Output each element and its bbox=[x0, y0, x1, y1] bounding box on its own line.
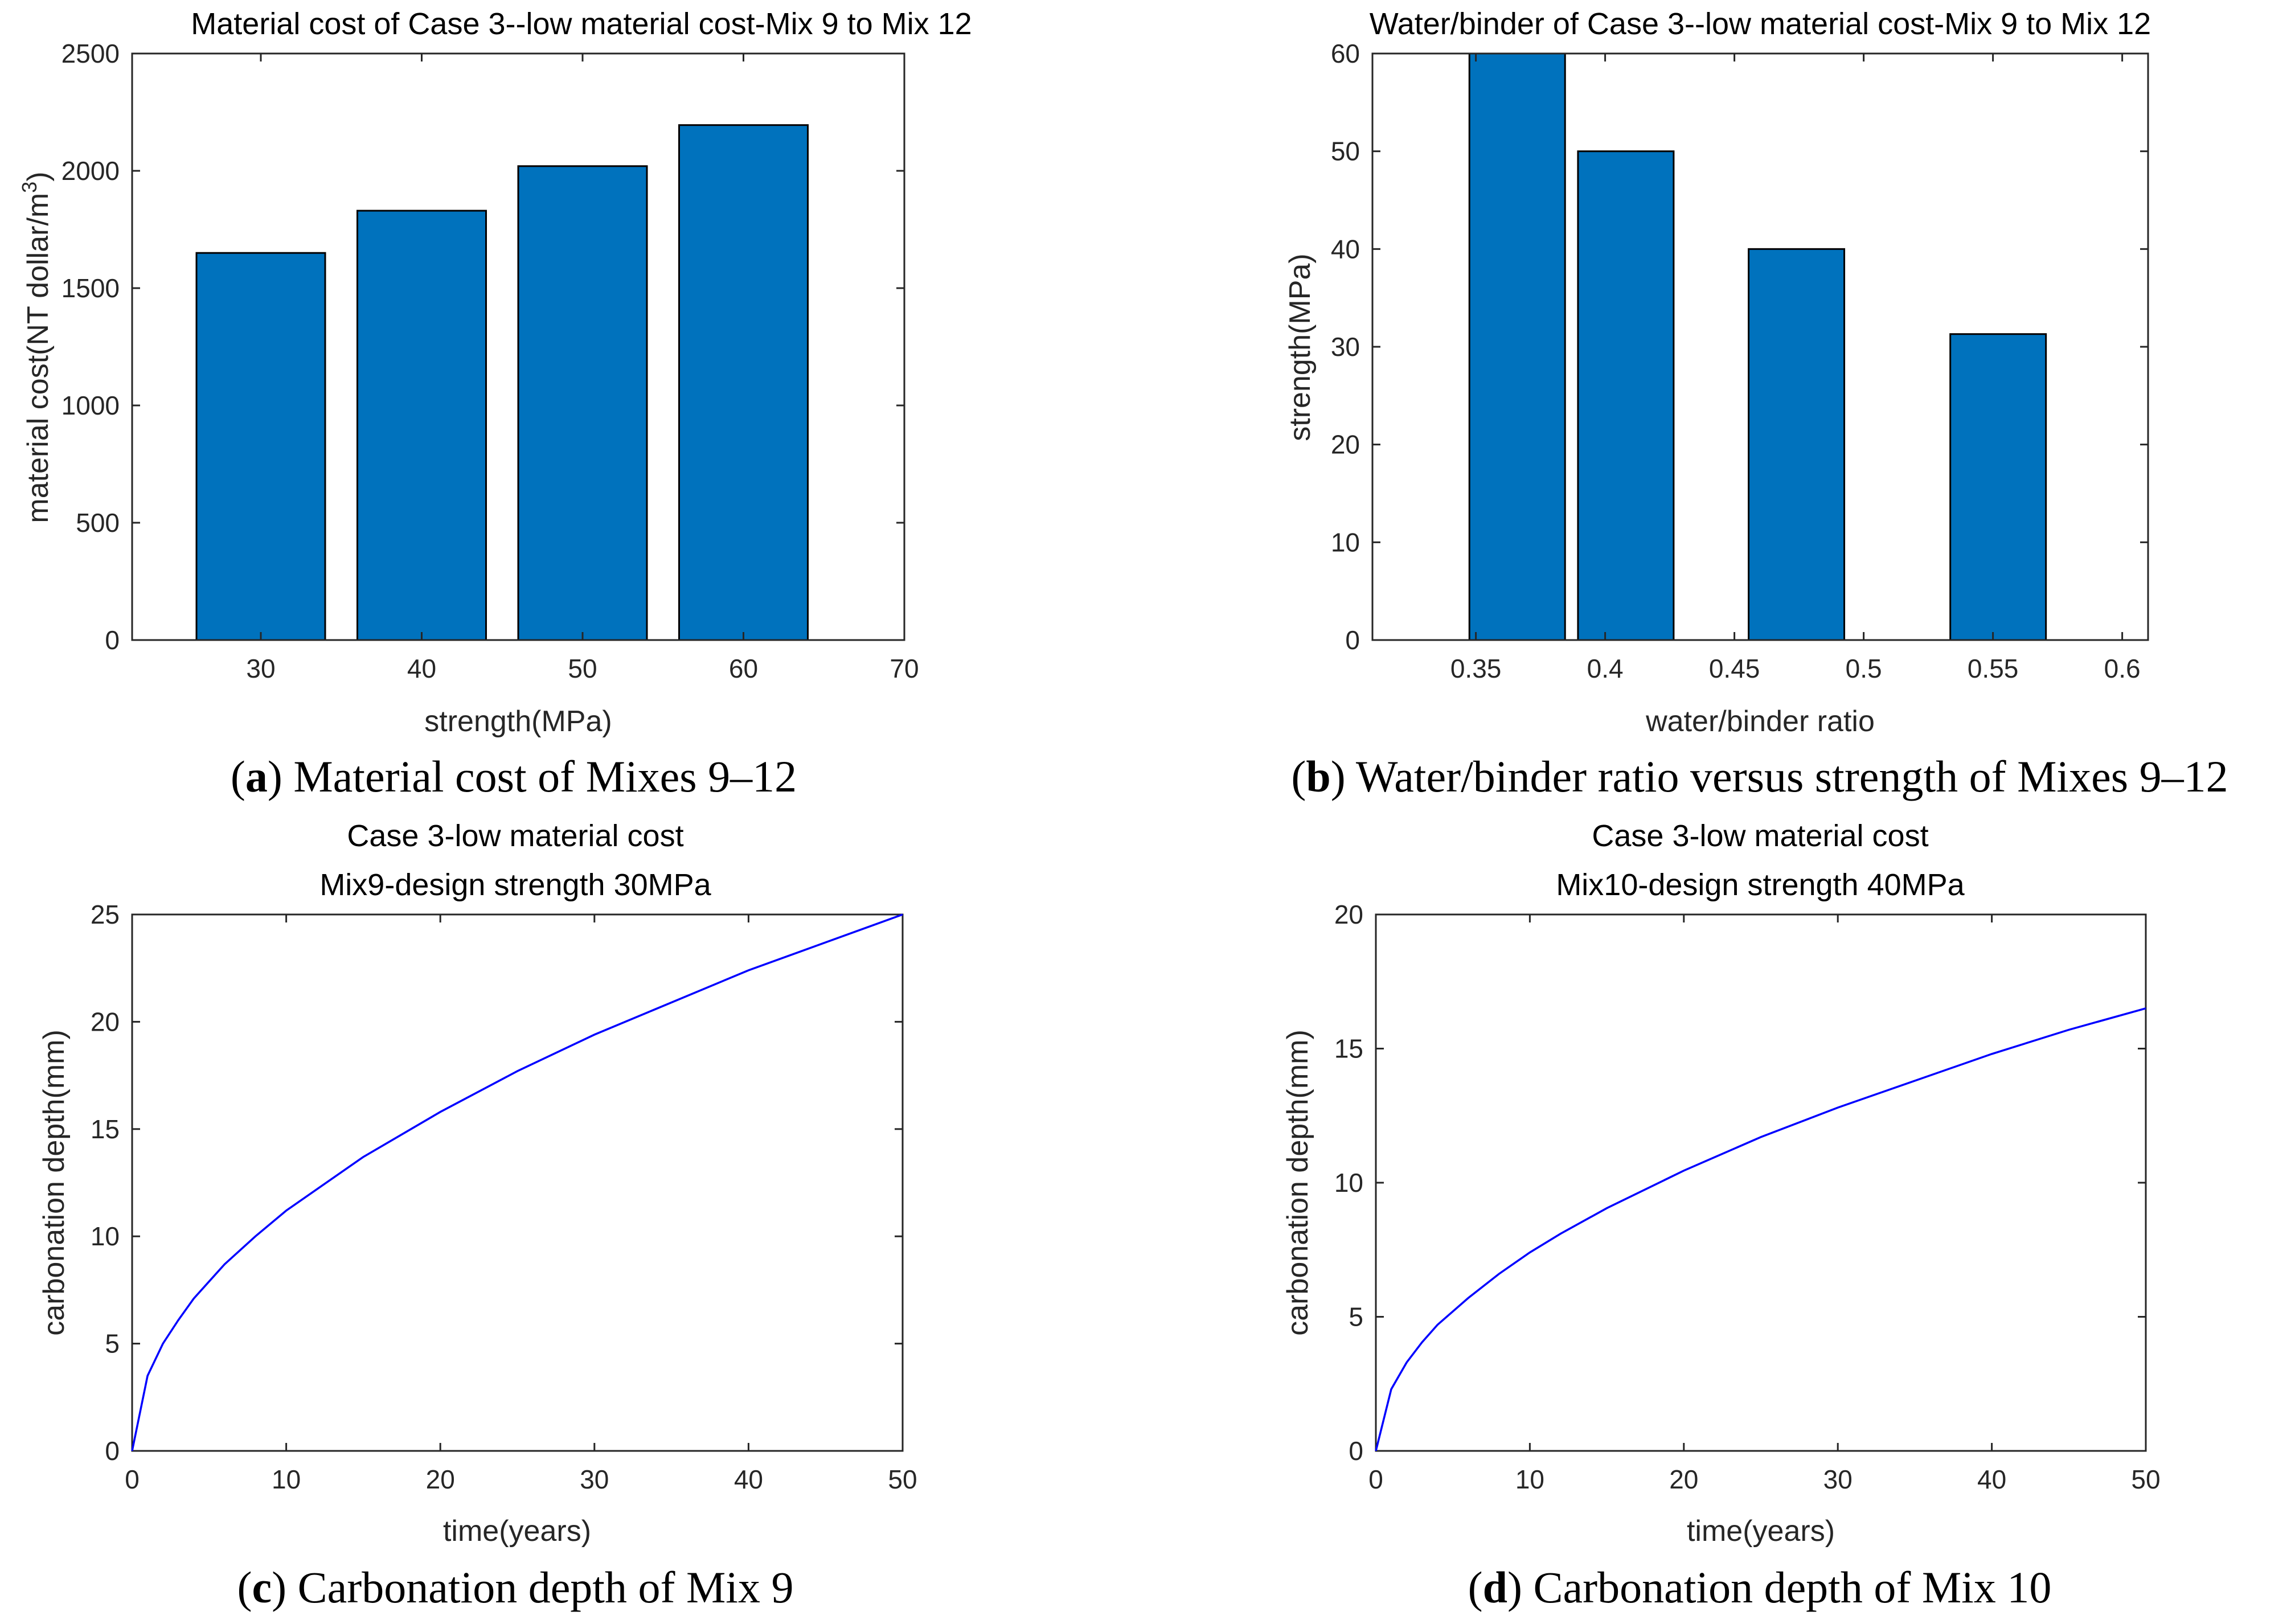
x-tick-label: 60 bbox=[729, 654, 758, 683]
bar bbox=[517, 165, 648, 641]
panel-a-ticks: 30 40 50 60 70 0 500 1000 1500 2000 2500 bbox=[62, 39, 919, 683]
bar bbox=[678, 124, 809, 641]
panel-d-ylabel: carbonation depth(mm) bbox=[1281, 1030, 1314, 1336]
x-tick-label: 30 bbox=[580, 1465, 609, 1494]
panel-d-title-line1: Case 3-low material cost bbox=[1592, 819, 1928, 853]
y-tick-label: 10 bbox=[1334, 1168, 1363, 1198]
y-tick-label: 0 bbox=[1349, 1436, 1363, 1466]
y-tick-label: 40 bbox=[1331, 234, 1360, 264]
panel-c-ylabel: carbonation depth(mm) bbox=[38, 1030, 71, 1336]
x-tick-label: 40 bbox=[1977, 1465, 2006, 1494]
panel-c-caption: (c) Carbonation depth of Mix 9 bbox=[237, 1563, 794, 1612]
y-tick-label: 25 bbox=[91, 900, 120, 929]
x-tick-label: 0.6 bbox=[2104, 654, 2141, 683]
y-tick-label: 2500 bbox=[62, 39, 120, 68]
panel-c-carbonation-mix9: Case 3-low material cost Mix9-design str… bbox=[38, 819, 917, 1612]
panel-a-title: Material cost of Case 3--low material co… bbox=[191, 7, 972, 41]
series-line bbox=[131, 913, 903, 1451]
x-tick-label: 0.55 bbox=[1968, 654, 2019, 683]
y-tick-label: 10 bbox=[91, 1221, 120, 1251]
y-tick-label: 2000 bbox=[62, 156, 120, 186]
x-tick-label: 10 bbox=[1515, 1465, 1544, 1494]
panel-a-material-cost: Material cost of Case 3--low material co… bbox=[18, 7, 972, 801]
y-tick-label: 5 bbox=[1349, 1302, 1363, 1332]
y-tick-label: 1500 bbox=[62, 273, 120, 303]
panel-b-ylabel: strength(MPa) bbox=[1284, 253, 1317, 441]
panel-b-title: Water/binder of Case 3--low material cos… bbox=[1370, 7, 2151, 41]
x-tick-label: 40 bbox=[407, 654, 436, 683]
x-tick-label: 40 bbox=[734, 1465, 763, 1494]
y-tick-label: 15 bbox=[1334, 1034, 1363, 1064]
panel-d-title-line2: Mix10-design strength 40MPa bbox=[1556, 868, 1965, 902]
panel-c-ticks: 0 10 20 30 40 50 0 5 10 15 20 25 bbox=[91, 900, 917, 1494]
series-line bbox=[1375, 1007, 2146, 1451]
y-tick-label: 20 bbox=[91, 1007, 120, 1036]
x-tick-label: 0.5 bbox=[1846, 654, 1882, 683]
panel-a-xlabel: strength(MPa) bbox=[424, 705, 612, 738]
y-tick-label: 500 bbox=[76, 508, 120, 538]
y-tick-label: 15 bbox=[91, 1114, 120, 1144]
x-tick-label: 0.45 bbox=[1709, 654, 1760, 683]
bar bbox=[195, 252, 326, 641]
x-tick-label: 0 bbox=[125, 1465, 140, 1494]
x-tick-label: 50 bbox=[888, 1465, 917, 1494]
panel-b-caption: (b) Water/binder ratio versus strength o… bbox=[1291, 752, 2228, 801]
x-tick-label: 20 bbox=[426, 1465, 455, 1494]
y-tick-label: 50 bbox=[1331, 137, 1360, 166]
panel-d-ticks: 0 10 20 30 40 50 0 5 10 15 20 bbox=[1334, 900, 2161, 1494]
y-tick-label: 60 bbox=[1331, 39, 1360, 68]
panel-b-xlabel: water/binder ratio bbox=[1645, 705, 1875, 738]
y-tick-label: 1000 bbox=[62, 391, 120, 420]
x-tick-label: 50 bbox=[568, 654, 597, 683]
x-tick-label: 70 bbox=[890, 654, 919, 683]
bar bbox=[356, 210, 487, 641]
y-tick-label: 0 bbox=[105, 1436, 120, 1466]
x-tick-label: 0.4 bbox=[1587, 654, 1624, 683]
panel-a-caption: (a) Material cost of Mixes 9–12 bbox=[231, 752, 797, 801]
x-tick-label: 10 bbox=[272, 1465, 301, 1494]
panel-d-xlabel: time(years) bbox=[1687, 1515, 1835, 1548]
y-tick-label: 20 bbox=[1331, 430, 1360, 460]
panel-c-series bbox=[131, 913, 903, 1451]
x-tick-label: 20 bbox=[1669, 1465, 1698, 1494]
panel-b-water-binder: Water/binder of Case 3--low material cos… bbox=[1284, 7, 2228, 801]
panel-a-ylabel: material cost(NT dollar/m3) bbox=[18, 171, 55, 523]
bar bbox=[1748, 248, 1846, 641]
panel-d-series bbox=[1375, 1007, 2146, 1451]
panel-c-title-line1: Case 3-low material cost bbox=[347, 819, 683, 853]
bar bbox=[1949, 333, 2047, 641]
y-tick-label: 0 bbox=[1345, 625, 1360, 655]
panel-d-carbonation-mix10: Case 3-low material cost Mix10-design st… bbox=[1281, 819, 2161, 1612]
panel-d-caption: (d) Carbonation depth of Mix 10 bbox=[1468, 1563, 2052, 1612]
x-tick-label: 30 bbox=[246, 654, 275, 683]
x-tick-label: 30 bbox=[1823, 1465, 1853, 1494]
y-tick-label: 20 bbox=[1334, 900, 1363, 929]
x-tick-label: 0.35 bbox=[1450, 654, 1502, 683]
x-tick-label: 50 bbox=[2131, 1465, 2160, 1494]
panel-c-xlabel: time(years) bbox=[443, 1515, 591, 1548]
x-tick-label: 0 bbox=[1368, 1465, 1383, 1494]
panel-b-bars bbox=[1468, 52, 2047, 641]
panel-c-axes-frame bbox=[131, 913, 904, 1452]
panel-d-axes-frame bbox=[1375, 913, 2147, 1452]
bar bbox=[1468, 52, 1566, 641]
panel-a-bars bbox=[195, 124, 809, 641]
y-tick-label: 0 bbox=[105, 625, 120, 655]
bar bbox=[1577, 150, 1675, 641]
y-tick-label: 10 bbox=[1331, 527, 1360, 557]
panel-a-axes-frame bbox=[131, 52, 905, 641]
panel-b-ticks: 0.35 0.4 0.45 0.5 0.55 0.6 0 10 20 30 40 50 60 bbox=[1331, 39, 2148, 683]
y-tick-label: 30 bbox=[1331, 332, 1360, 362]
panel-c-title-line2: Mix9-design strength 30MPa bbox=[319, 868, 711, 902]
y-tick-label: 5 bbox=[105, 1329, 120, 1359]
